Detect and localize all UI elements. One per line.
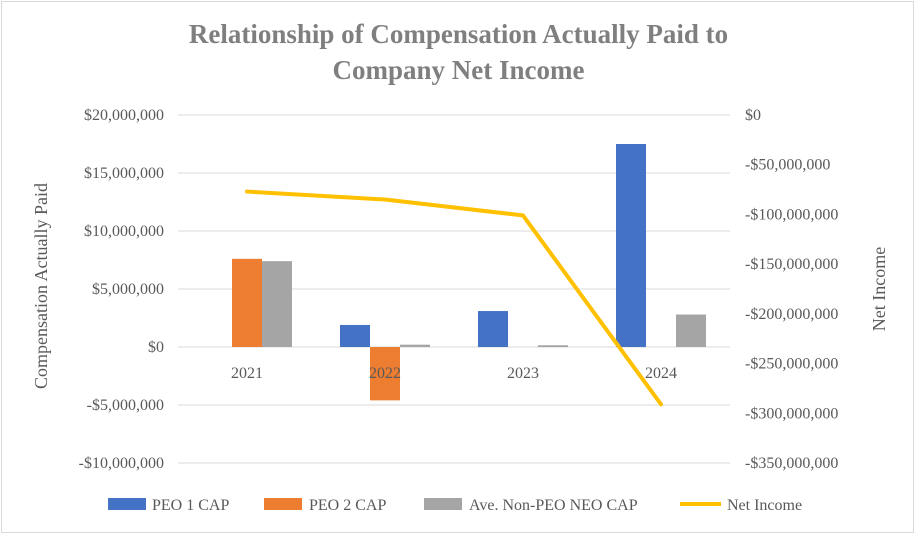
y-tick-label-left: $0 (148, 339, 164, 356)
bar-ave-non-peo-neo-cap-2022 (400, 344, 430, 347)
legend: PEO 1 CAP PEO 2 CAP Ave. Non-PEO NEO CAP Ne… (108, 497, 802, 514)
chart-title: Relationship of Compensation Actually Pa… (0, 16, 917, 88)
y-tick-label-left: $10,000,000 (84, 223, 164, 240)
y-tick-label-right: -$250,000,000 (745, 356, 838, 373)
bar-peo-2-cap-2022 (370, 347, 400, 401)
legend-label-ave-non-peo-neo-cap: Ave. Non-PEO NEO CAP (469, 497, 638, 514)
bar-peo-2-cap-2021 (232, 258, 262, 347)
legend-label-peo-2-cap: PEO 2 CAP (309, 497, 386, 514)
bars (232, 144, 706, 401)
y-tick-label-right: -$300,000,000 (745, 405, 838, 422)
left-axis-ticks: $20,000,000 $15,000,000 $10,000,000 $5,000,… (79, 107, 164, 472)
line-net-income (245, 189, 663, 407)
y-axis-title-left: Compensation Actually Paid (31, 183, 51, 389)
bar-ave-non-peo-neo-cap-2024 (676, 314, 706, 347)
lines (245, 189, 663, 407)
bar-ave-non-peo-neo-cap-2021 (262, 261, 292, 347)
legend-swatch-peo-1-cap (108, 498, 146, 510)
x-tick-label: 2023 (507, 365, 539, 382)
y-tick-label-right: $0 (745, 107, 761, 124)
legend-label-net-income: Net Income (727, 497, 802, 514)
y-tick-label-left: $5,000,000 (92, 281, 164, 298)
y-tick-label-right: -$350,000,000 (745, 455, 838, 472)
x-tick-label: 2024 (645, 365, 677, 382)
y-tick-label-right: -$150,000,000 (745, 256, 838, 273)
y-tick-label-right: -$200,000,000 (745, 306, 838, 323)
legend-swatch-ave-non-peo-neo-cap (424, 498, 462, 510)
y-tick-label-right: -$50,000,000 (745, 157, 830, 174)
chart-title-line-2: Company Net Income (332, 55, 585, 85)
y-tick-label-right: -$100,000,000 (745, 206, 838, 223)
y-axis-title-right: Net Income (869, 247, 889, 331)
y-tick-label-left: -$5,000,000 (87, 397, 164, 414)
y-tick-label-left: $20,000,000 (84, 107, 164, 124)
y-tick-label-left: $15,000,000 (84, 165, 164, 182)
legend-swatch-peo-2-cap (264, 498, 302, 510)
chart-title-line-1: Relationship of Compensation Actually Pa… (188, 19, 729, 49)
x-axis-ticks: 2021 2022 2023 2024 (231, 365, 677, 382)
right-axis-ticks: $0 -$50,000,000 -$100,000,000 -$150,000,000… (745, 107, 838, 472)
bar-peo-1-cap-2024 (616, 144, 646, 347)
bar-ave-non-peo-neo-cap-2023 (538, 345, 568, 347)
x-tick-label: 2022 (369, 365, 401, 382)
x-tick-label: 2021 (231, 365, 263, 382)
y-tick-label-left: -$10,000,000 (79, 455, 164, 472)
bar-peo-1-cap-2022 (340, 324, 370, 347)
legend-label-peo-1-cap: PEO 1 CAP (152, 497, 229, 514)
bar-peo-1-cap-2023 (478, 311, 508, 347)
